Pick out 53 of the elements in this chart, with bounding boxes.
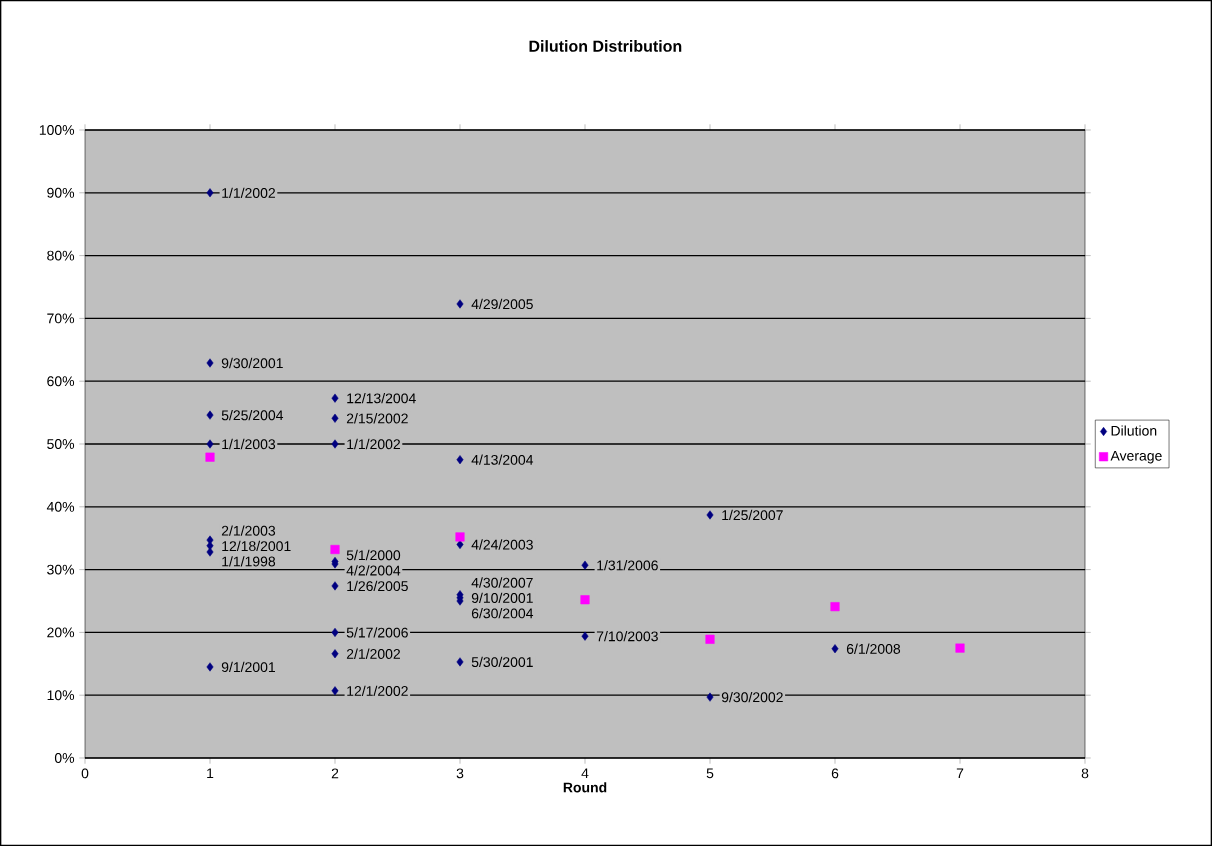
x-tick-label: 1 bbox=[207, 768, 214, 779]
annotation: 12/13/2004 bbox=[347, 393, 416, 404]
annotation: 5/17/2006 bbox=[346, 627, 408, 638]
annotation: 1/1/2002 bbox=[347, 438, 400, 450]
y-tick-label: 80% bbox=[47, 250, 75, 261]
x-tick-label: 4 bbox=[581, 768, 589, 779]
y-tick-label: 90% bbox=[47, 187, 75, 198]
annotation: 1/25/2007 bbox=[722, 509, 783, 521]
y-tick-label: 10% bbox=[47, 690, 75, 701]
x-axis-title: Round bbox=[563, 782, 607, 793]
y-tick-label: 20% bbox=[47, 627, 75, 638]
x-tick-label: 6 bbox=[831, 768, 839, 779]
annotation: 5/25/2004 bbox=[221, 409, 284, 421]
annotation: 9/30/2002 bbox=[721, 691, 783, 703]
chart-title: Dilution Distribution bbox=[529, 40, 682, 52]
annotation: 9/1/2001 bbox=[221, 661, 275, 673]
annotation: 4/30/2007 bbox=[471, 577, 533, 588]
annotation: 1/1/2003 bbox=[222, 438, 276, 450]
annotation: 5/30/2001 bbox=[471, 656, 533, 668]
legend-label: Average bbox=[1110, 450, 1162, 464]
annotation: 1/31/2006 bbox=[597, 560, 658, 571]
annotation: 9/30/2001 bbox=[221, 357, 283, 369]
y-tick-label: 30% bbox=[47, 564, 75, 575]
annotation: 4/13/2004 bbox=[471, 454, 534, 465]
annotation: 6/30/2004 bbox=[471, 608, 534, 619]
annotation: 12/18/2001 bbox=[222, 540, 291, 552]
annotation: 5/1/2000 bbox=[346, 549, 401, 561]
y-tick-label: 0% bbox=[54, 753, 75, 763]
annotation: 4/29/2005 bbox=[471, 298, 533, 310]
x-tick-label: 5 bbox=[706, 768, 714, 779]
annotation: 2/1/2002 bbox=[346, 648, 400, 659]
annotation: 6/1/2008 bbox=[846, 643, 901, 654]
y-tick-label: 40% bbox=[46, 501, 75, 512]
annotation: 1/1/1998 bbox=[222, 556, 276, 567]
y-tick-label: 100% bbox=[39, 125, 75, 135]
annotation: 1/26/2005 bbox=[347, 580, 408, 592]
x-tick-label: 8 bbox=[1081, 768, 1089, 779]
annotation: 12/1/2002 bbox=[347, 685, 408, 696]
x-tick-label: 2 bbox=[331, 768, 339, 779]
annotation: 2/15/2002 bbox=[346, 413, 408, 424]
annotation: 4/2/2004 bbox=[346, 565, 401, 576]
x-tick-label: 3 bbox=[456, 768, 464, 779]
annotation: 4/24/2003 bbox=[471, 539, 533, 550]
annotation: 1/1/2002 bbox=[222, 187, 275, 198]
annotation: 9/10/2001 bbox=[471, 592, 533, 604]
x-tick-label: 7 bbox=[956, 768, 964, 779]
y-tick-label: 50% bbox=[47, 439, 75, 449]
y-tick-label: 60% bbox=[47, 376, 75, 387]
annotation: 2/1/2003 bbox=[221, 525, 276, 536]
x-tick-label: 0 bbox=[81, 768, 89, 779]
y-tick-label: 70% bbox=[47, 313, 75, 324]
legend-label: Dilution bbox=[1111, 425, 1157, 436]
annotation: 7/10/2003 bbox=[596, 631, 658, 642]
